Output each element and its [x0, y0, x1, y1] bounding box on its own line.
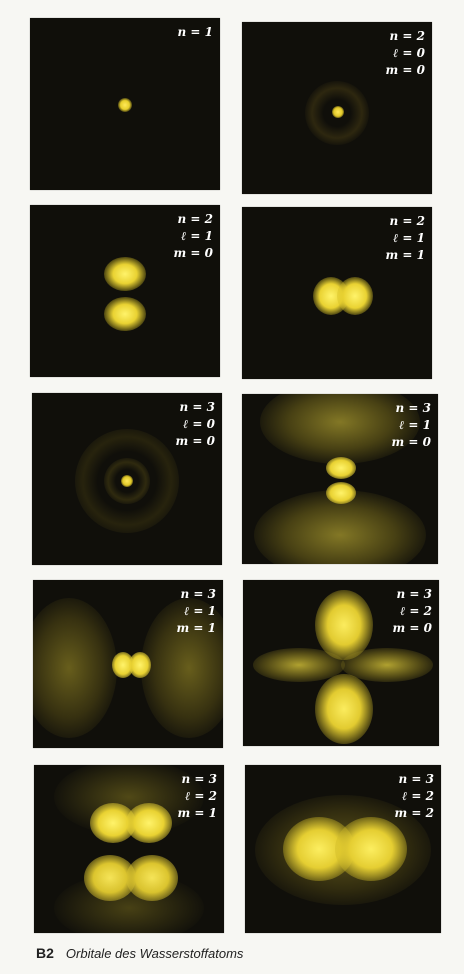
label-l: ℓ = 2	[402, 789, 434, 803]
quantum-labels: n = 2 ℓ = 1 m = 0	[174, 211, 213, 262]
quantum-labels: n = 3 ℓ = 2 m = 1	[178, 771, 217, 822]
label-n: n = 2	[177, 212, 213, 226]
orbital-panel-n2-l0-m0: n = 2 ℓ = 0 m = 0	[242, 22, 432, 194]
label-n: n = 3	[395, 401, 431, 415]
orbital-panel-n3-l2-m2: n = 3 ℓ = 2 m = 2	[245, 765, 441, 933]
label-m: m = 0	[385, 63, 425, 77]
orbital-panel-n3-l1-m0: n = 3 ℓ = 1 m = 0	[242, 394, 438, 564]
label-m: m = 1	[385, 248, 425, 262]
label-n: n = 1	[177, 25, 213, 39]
orbital-lobe-right	[335, 817, 407, 881]
orbital-panel-n3-l2-m1: n = 3 ℓ = 2 m = 1	[34, 765, 224, 933]
label-l: ℓ = 0	[183, 417, 215, 431]
label-m: m = 1	[176, 621, 216, 635]
figure-caption: B2 Orbitale des Wasserstoffatoms	[36, 945, 243, 962]
orbital-panel-n3-l0-m0: n = 3 ℓ = 0 m = 0	[32, 393, 222, 565]
orbital-halo-bottom	[54, 873, 204, 933]
label-m: m = 0	[392, 621, 432, 635]
figure-caption-text: Orbitale des Wasserstoffatoms	[65, 946, 244, 961]
label-l: ℓ = 1	[399, 418, 431, 432]
orbital-lobe-bottom-right	[126, 855, 178, 901]
orbital-lobe-top	[104, 257, 146, 291]
label-m: m = 0	[173, 246, 213, 260]
orbital-lobe-bottom	[104, 297, 146, 331]
label-l: ℓ = 1	[181, 229, 213, 243]
label-l: ℓ = 1	[393, 231, 425, 245]
quantum-labels: n = 1	[178, 24, 213, 41]
quantum-labels: n = 3 ℓ = 2 m = 2	[395, 771, 434, 822]
label-m: m = 0	[391, 435, 431, 449]
orbital-lobe-bottom	[315, 674, 373, 744]
label-n: n = 3	[396, 587, 432, 601]
quantum-labels: n = 3 ℓ = 1 m = 0	[392, 400, 431, 451]
quantum-labels: n = 3 ℓ = 0 m = 0	[176, 399, 215, 450]
orbital-outer-lobe-right	[141, 598, 223, 738]
label-l: ℓ = 2	[400, 604, 432, 618]
label-n: n = 3	[398, 772, 434, 786]
quantum-labels: n = 2 ℓ = 1 m = 1	[386, 213, 425, 264]
label-n: n = 3	[180, 587, 216, 601]
orbital-lobe-top-right	[126, 803, 172, 843]
orbital-core	[118, 98, 132, 112]
label-m: m = 0	[175, 434, 215, 448]
quantum-labels: n = 2 ℓ = 0 m = 0	[386, 28, 425, 79]
label-m: m = 1	[177, 806, 217, 820]
orbital-torus-left	[253, 648, 345, 682]
orbital-lobe-right	[337, 277, 373, 315]
orbital-core	[332, 106, 344, 118]
orbital-core	[121, 475, 133, 487]
orbital-panel-n3-l1-m1: n = 3 ℓ = 1 m = 1	[33, 580, 223, 748]
label-l: ℓ = 0	[393, 46, 425, 60]
figure-tag: B2	[36, 945, 54, 961]
orbital-inner-lobe-top	[326, 457, 356, 479]
orbital-panel-n1: n = 1	[30, 18, 220, 190]
label-n: n = 2	[389, 29, 425, 43]
label-m: m = 2	[394, 806, 434, 820]
orbital-inner-lobe-left	[112, 652, 134, 678]
label-l: ℓ = 1	[184, 604, 216, 618]
orbital-panel-n2-l1-m0: n = 2 ℓ = 1 m = 0	[30, 205, 220, 377]
orbital-inner-lobe-bottom	[326, 482, 356, 504]
label-n: n = 2	[389, 214, 425, 228]
label-n: n = 3	[179, 400, 215, 414]
orbital-outer-lobe-left	[33, 598, 117, 738]
orbital-panel-n2-l1-m1: n = 2 ℓ = 1 m = 1	[242, 207, 432, 379]
orbital-lobe-top	[315, 590, 373, 660]
orbital-panel-n3-l2-m0: n = 3 ℓ = 2 m = 0	[243, 580, 439, 746]
label-n: n = 3	[181, 772, 217, 786]
orbital-inner-lobe-right	[129, 652, 151, 678]
quantum-labels: n = 3 ℓ = 2 m = 0	[393, 586, 432, 637]
orbital-outer-lobe-top	[260, 394, 420, 464]
label-l: ℓ = 2	[185, 789, 217, 803]
quantum-labels: n = 3 ℓ = 1 m = 1	[177, 586, 216, 637]
